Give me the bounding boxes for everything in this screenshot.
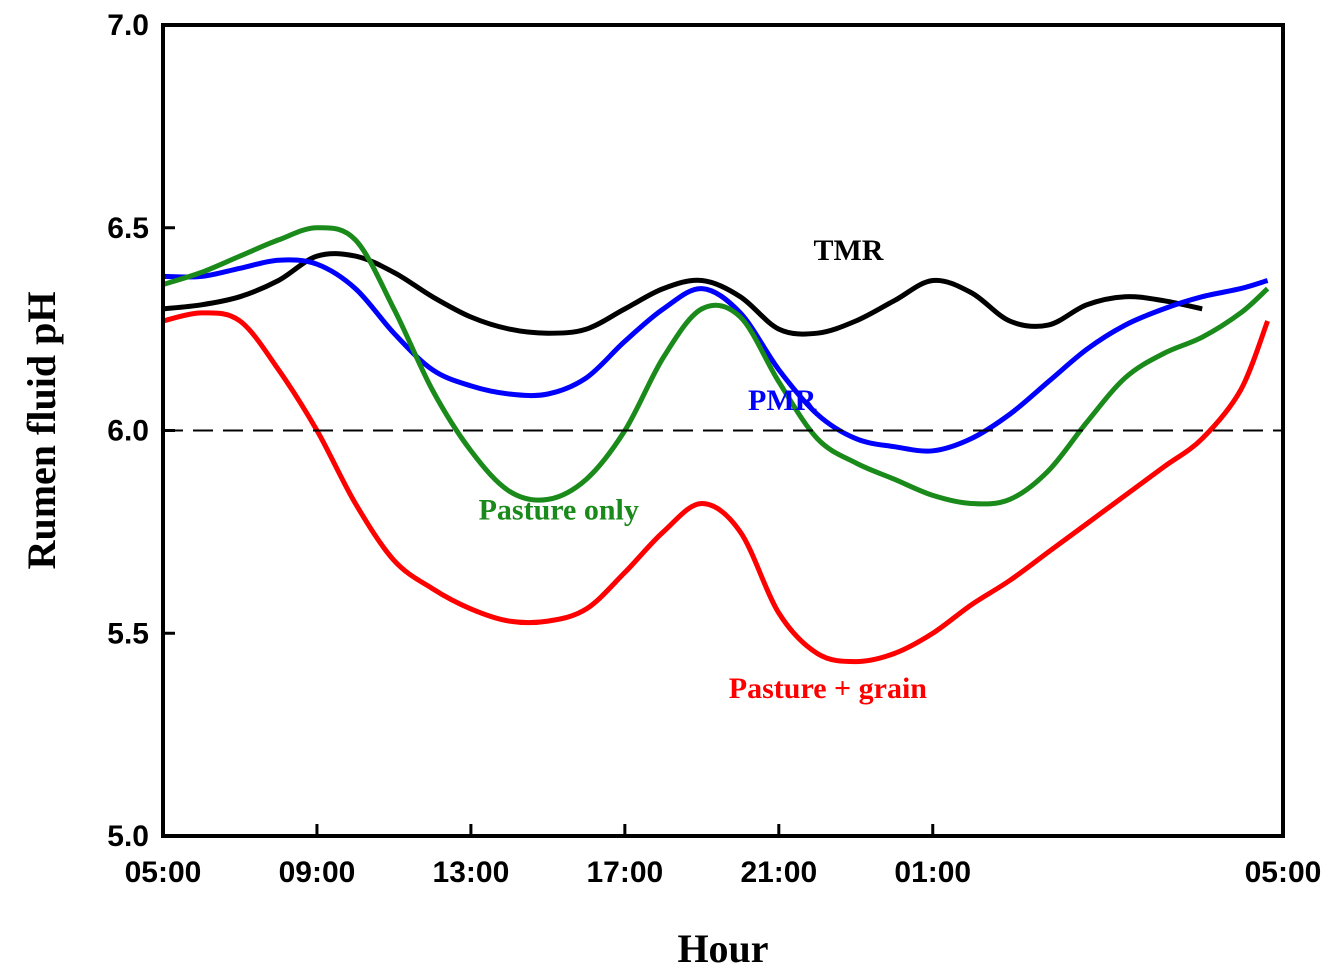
- x-tick-label: 13:00: [433, 856, 510, 889]
- y-tick-label: 5.0: [107, 820, 149, 853]
- series-label-tmr: TMR: [813, 234, 883, 267]
- series-line-pasture-only: [162, 225, 1270, 507]
- x-tick-label: 21:00: [740, 856, 817, 889]
- series-label-pmr: PMR: [748, 384, 817, 417]
- x-tick-label: 01:00: [894, 856, 971, 889]
- series-label-pasture-only: Pasture only: [479, 494, 639, 527]
- x-tick-label: 09:00: [279, 856, 356, 889]
- x-tick-label: 17:00: [586, 856, 663, 889]
- y-axis: 5.0 5.5 6.0 6.5 7.0: [107, 9, 175, 853]
- x-axis-title: Hour: [677, 926, 768, 969]
- y-tick-label: 5.5: [107, 617, 149, 650]
- series-line-pasture-grain: [162, 310, 1270, 665]
- x-tick-label: 05:00: [1245, 856, 1322, 889]
- x-tick-label: 05:00: [125, 856, 202, 889]
- series-line-pmr: [162, 257, 1269, 454]
- series-label-pasture-grain: Pasture + grain: [729, 672, 928, 705]
- series-labels: TMR PMR Pasture only Pasture + grain: [479, 234, 928, 705]
- y-axis-title: Rumen fluid pH: [19, 292, 64, 570]
- series-layer: [162, 225, 1270, 665]
- y-tick-label: 6.5: [107, 212, 149, 245]
- y-tick-label: 7.0: [107, 9, 149, 42]
- series-line-tmr: [162, 251, 1203, 337]
- x-axis: 05:00 09:00 13:00 17:00 21:00 01:00 05:00: [125, 824, 1322, 889]
- y-tick-label: 6.0: [107, 415, 149, 448]
